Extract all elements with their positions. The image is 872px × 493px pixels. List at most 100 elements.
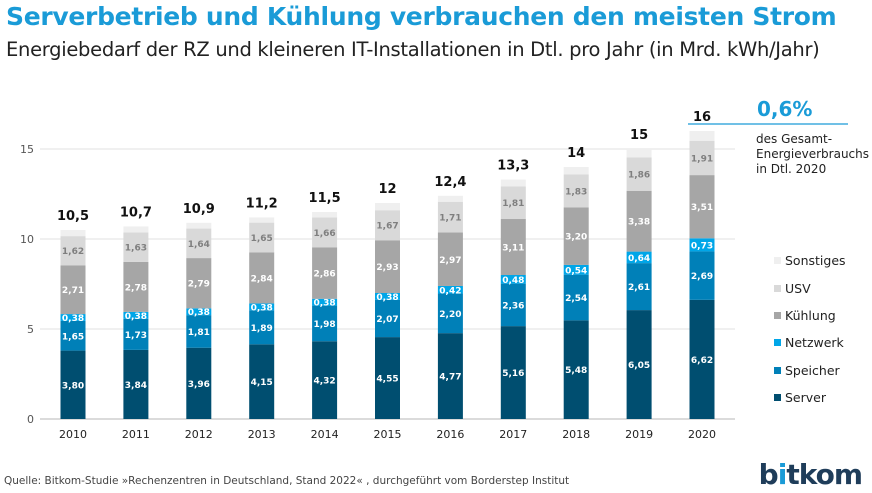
- x-tick-label: 2014: [311, 428, 339, 441]
- data-label: 3,80: [62, 381, 84, 391]
- bar-segment-netzwerk: [626, 251, 652, 264]
- data-label: 2,20: [439, 310, 461, 320]
- data-label: 0,42: [439, 286, 461, 296]
- data-label: 1,91: [691, 154, 713, 164]
- data-label: 2,93: [376, 263, 398, 273]
- bar-segment-speicher: [626, 263, 652, 311]
- bar-segment-netzwerk: [375, 293, 400, 300]
- bar-segment-sonstiges: [500, 179, 526, 187]
- bar-segment-kühlung: [563, 207, 589, 265]
- legend-swatch-netzwerk: [774, 339, 781, 346]
- bar-segment-kühlung: [437, 232, 463, 286]
- data-label: 1,81: [188, 328, 210, 338]
- bar-segment-kühlung: [689, 175, 715, 239]
- x-tick-label: 2013: [248, 428, 276, 441]
- bar-segment-netzwerk: [312, 298, 338, 306]
- x-tick-label: 2012: [185, 428, 213, 441]
- data-label: 1,89: [251, 324, 273, 334]
- data-label: 1,65: [62, 332, 84, 342]
- bar-segment-server: [249, 344, 275, 419]
- bar-segment-server: [60, 350, 86, 419]
- bar-segment-speicher: [500, 283, 526, 327]
- data-label: 0,38: [188, 308, 210, 318]
- total-label: 13,3: [497, 159, 529, 174]
- data-label: 2,97: [439, 256, 461, 266]
- bar-segment-sonstiges: [626, 149, 652, 158]
- total-label: 10,5: [57, 209, 89, 224]
- bar-segment-netzwerk: [437, 285, 463, 294]
- x-tick-label: 2011: [122, 428, 150, 441]
- chart-subtitle: Energiebedarf der RZ und kleineren IT-In…: [6, 38, 820, 61]
- y-tick-label: 15: [20, 143, 34, 156]
- data-label: 6,05: [628, 361, 650, 371]
- bar-segment-sonstiges: [689, 131, 715, 141]
- x-tick-label: 2017: [499, 428, 527, 441]
- bar-segment-server: [312, 341, 338, 419]
- legend-label: Server: [785, 390, 827, 405]
- bar-segment-sonstiges: [563, 167, 589, 175]
- data-label: 0,48: [502, 276, 524, 286]
- total-label: 12,4: [434, 175, 466, 190]
- data-label: 1,71: [439, 214, 461, 224]
- bar-segment-server: [563, 320, 589, 419]
- bar-segment-server: [123, 349, 149, 419]
- total-label: 11,5: [309, 191, 341, 206]
- data-label: 1,63: [125, 244, 147, 254]
- bar-segment-kühlung: [500, 219, 526, 275]
- legend-swatch-sonstiges: [774, 257, 781, 264]
- bitkom-logo: bitkom: [758, 458, 863, 491]
- x-tick-label: 2015: [374, 428, 402, 441]
- bar-segment-usv: [312, 217, 338, 248]
- data-label: 1,73: [125, 331, 147, 341]
- y-tick-label: 10: [20, 233, 34, 246]
- data-label: 3,38: [628, 218, 650, 228]
- data-label: 6,62: [691, 356, 713, 366]
- data-label: 0,38: [125, 312, 147, 322]
- legend-swatch-speicher: [774, 367, 781, 374]
- data-label: 5,48: [565, 366, 587, 376]
- data-label: 2,71: [62, 286, 84, 296]
- legend-label: Netzwerk: [785, 335, 845, 350]
- bar-segment-netzwerk: [500, 275, 526, 284]
- bar-segment-usv: [437, 201, 463, 233]
- data-label: 2,79: [188, 280, 210, 290]
- legend-label: Speicher: [785, 363, 841, 378]
- bar-segment-usv: [500, 186, 526, 220]
- legend-swatch-server: [774, 394, 781, 401]
- total-label: 10,9: [183, 202, 215, 217]
- data-label: 1,83: [565, 187, 587, 197]
- data-label: 1,81: [502, 199, 524, 209]
- data-label: 0,64: [628, 254, 650, 264]
- data-label: 4,32: [313, 377, 335, 387]
- total-label: 10,7: [120, 205, 152, 220]
- data-label: 1,66: [313, 229, 335, 239]
- bar-segment-kühlung: [375, 240, 400, 293]
- legend-label: Sonstiges: [785, 253, 846, 268]
- data-label: 5,16: [502, 369, 524, 379]
- bar-segment-speicher: [249, 310, 275, 345]
- data-label: 3,11: [502, 244, 524, 254]
- bar-segment-usv: [689, 140, 715, 176]
- bar-segment-speicher: [563, 274, 589, 321]
- bar-segment-speicher: [312, 305, 338, 342]
- bar-segment-kühlung: [312, 247, 338, 299]
- data-label: 0,38: [376, 293, 398, 303]
- data-label: 0,54: [565, 266, 587, 276]
- bar-segment-kühlung: [249, 252, 275, 304]
- data-label: 2,61: [628, 283, 650, 293]
- bar-segment-speicher: [60, 320, 86, 351]
- legend-swatch-kühlung: [774, 312, 781, 319]
- bar-segment-speicher: [375, 299, 400, 338]
- bar-segment-kühlung: [626, 190, 652, 252]
- data-label: 1,67: [376, 222, 398, 232]
- bar-segment-speicher: [689, 251, 715, 300]
- data-label: 1,98: [313, 320, 335, 330]
- x-tick-label: 2016: [436, 428, 464, 441]
- data-label: 2,07: [376, 315, 398, 325]
- bar-segment-sonstiges: [312, 212, 338, 218]
- data-label: 4,15: [251, 378, 273, 388]
- bar-segment-kühlung: [60, 265, 86, 315]
- bar-segment-server: [626, 310, 652, 419]
- data-label: 3,51: [691, 203, 713, 213]
- data-label: 1,65: [251, 234, 273, 244]
